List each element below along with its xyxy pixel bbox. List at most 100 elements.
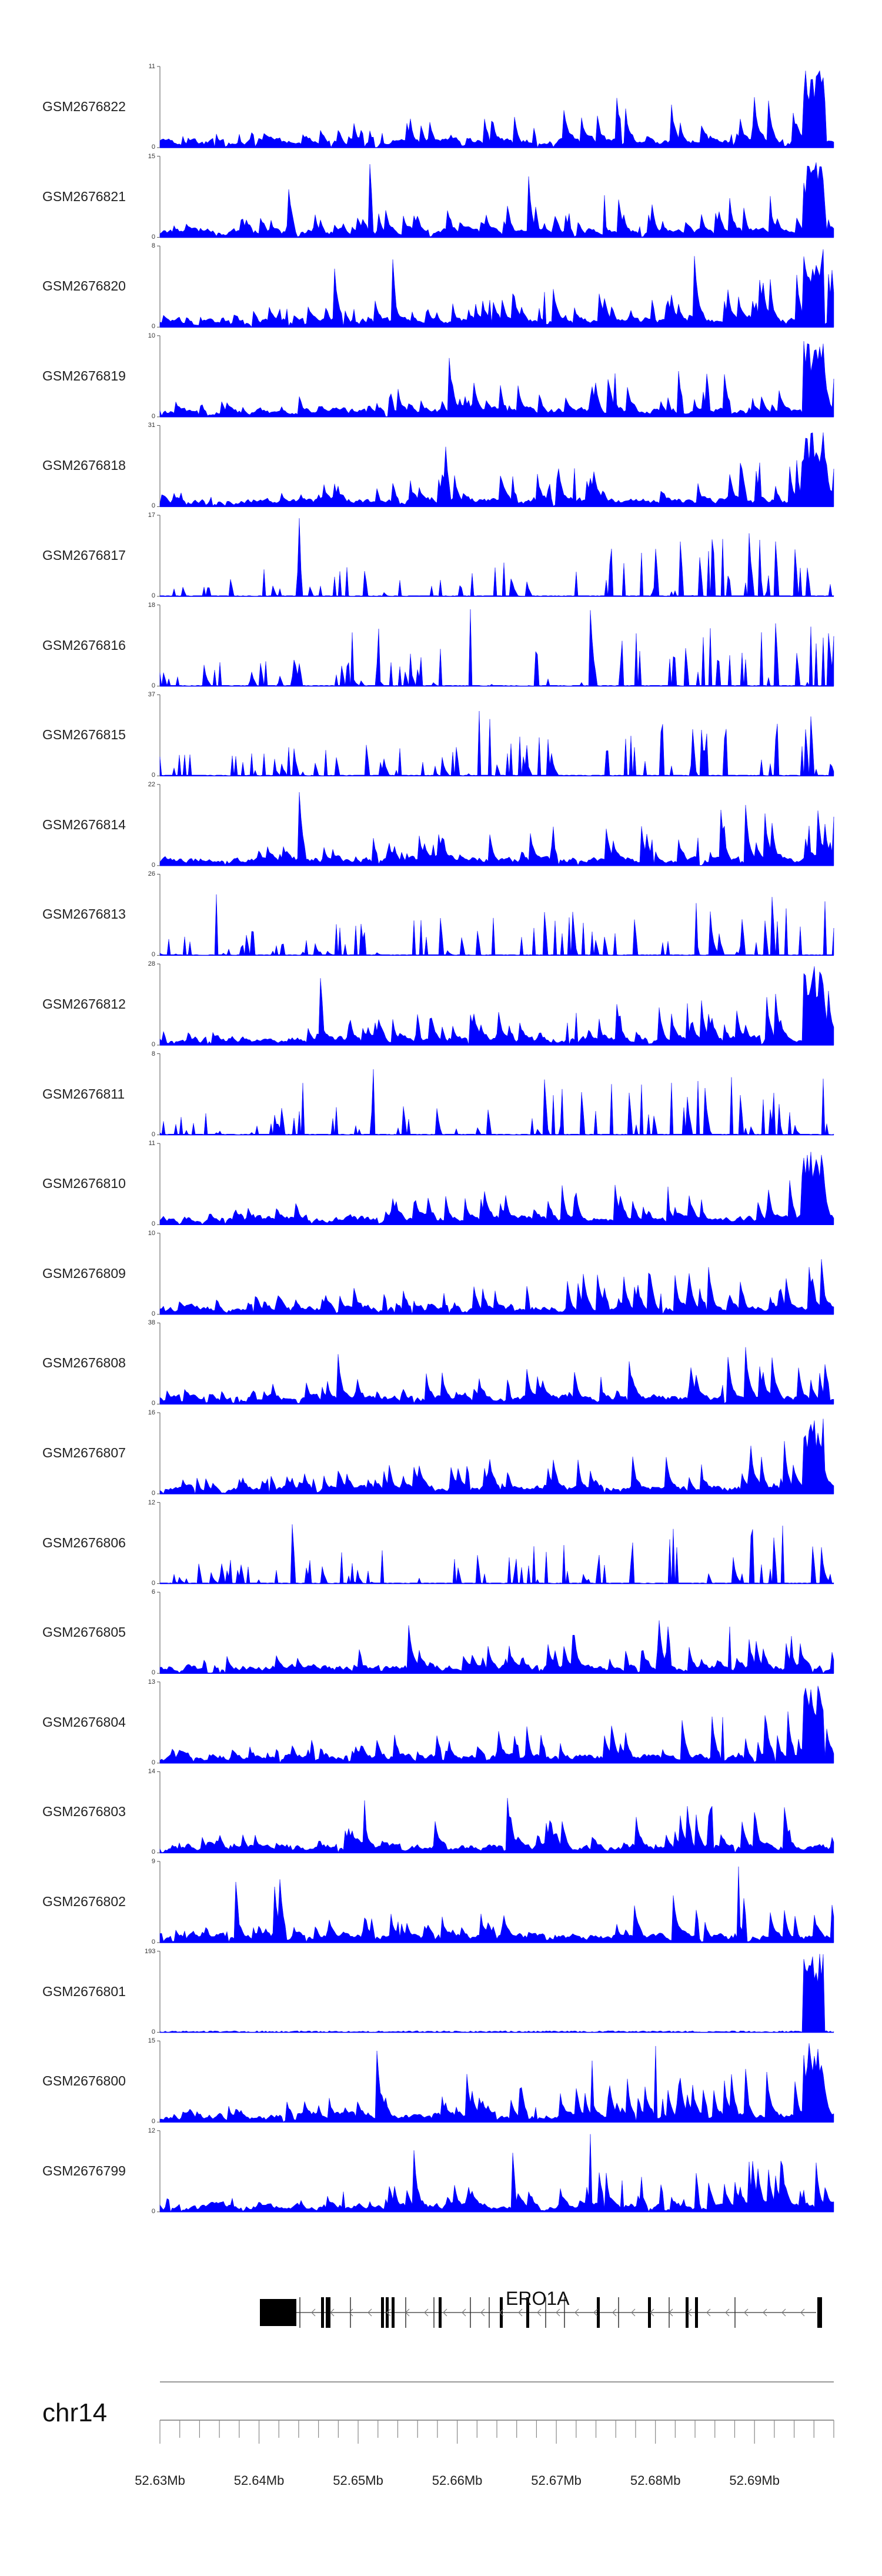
track-label: GSM2676799 xyxy=(42,2163,126,2178)
strand-arrow xyxy=(330,2308,335,2317)
coverage-area xyxy=(159,432,834,507)
genome-axis-tick-label: 52.67Mb xyxy=(531,2473,582,2488)
track-label: GSM2676815 xyxy=(42,727,126,743)
coverage-area xyxy=(159,1069,834,1135)
coverage-area xyxy=(159,249,834,328)
strand-arrow xyxy=(480,2308,485,2317)
track-label: GSM2676822 xyxy=(42,99,126,114)
track-ymax-label: 10 xyxy=(148,332,155,339)
track-ymin-label: 0 xyxy=(151,2028,155,2036)
gene-name-label: ERO1A xyxy=(506,2288,570,2309)
genome-axis-tick-label: 52.65Mb xyxy=(333,2473,383,2488)
coverage-area xyxy=(159,162,834,238)
track-ymin-label: 0 xyxy=(151,1220,155,1228)
strand-arrow xyxy=(725,2308,730,2317)
strand-arrow xyxy=(518,2308,523,2317)
track-ymin-label: 0 xyxy=(151,233,155,241)
track-ymax-label: 13 xyxy=(148,1678,155,1686)
track-ymax-label: 11 xyxy=(148,1140,155,1147)
track-ymax-label: 37 xyxy=(148,691,155,699)
strand-arrow xyxy=(574,2308,579,2317)
track-ymax-label: 11 xyxy=(148,63,155,70)
strand-arrow xyxy=(405,2308,410,2317)
track-label: GSM2676809 xyxy=(42,1265,126,1281)
strand-arrow xyxy=(800,2308,805,2317)
track-ymin-label: 0 xyxy=(151,592,155,599)
track-label: GSM2676801 xyxy=(42,1983,126,1999)
track-label: GSM2676817 xyxy=(42,548,126,563)
gene-exon-utr xyxy=(260,2299,296,2326)
track-ymin-label: 0 xyxy=(151,1490,155,1497)
track-label: GSM2676818 xyxy=(42,458,126,473)
track-ymin-label: 0 xyxy=(151,2118,155,2125)
coverage-area xyxy=(159,1152,834,1225)
coverage-area xyxy=(159,894,834,956)
track-label: GSM2676816 xyxy=(42,637,126,653)
coverage-area xyxy=(159,609,834,686)
gene-exon xyxy=(648,2297,651,2328)
track-ymax-label: 15 xyxy=(148,152,155,160)
coverage-area xyxy=(159,1798,834,1853)
coverage-area xyxy=(159,792,834,866)
coverage-area xyxy=(159,1866,834,1943)
track-ymin-label: 0 xyxy=(151,1759,155,1766)
track-ymax-label: 6 xyxy=(151,1589,155,1596)
track-ymin-label: 0 xyxy=(151,1310,155,1317)
track-label: GSM2676810 xyxy=(42,1176,126,1192)
track-ymin-label: 0 xyxy=(151,1669,155,1677)
coverage-area xyxy=(159,966,834,1046)
track-label: GSM2676819 xyxy=(42,368,126,383)
strand-arrow xyxy=(763,2308,767,2317)
track-ymax-label: 10 xyxy=(148,1229,155,1237)
gene-exon xyxy=(500,2297,503,2328)
track-ymin-label: 0 xyxy=(151,1938,155,1946)
track-ymin-label: 0 xyxy=(151,1041,155,1048)
genome-axis-tick-label: 52.64Mb xyxy=(233,2473,285,2488)
genome-axis-tick-label: 52.63Mb xyxy=(135,2473,185,2488)
chromosome-label: chr14 xyxy=(42,2398,108,2427)
track-ymin-label: 0 xyxy=(151,2207,155,2215)
track-ymax-label: 12 xyxy=(148,1499,155,1506)
track-ymin-label: 0 xyxy=(151,861,155,869)
track-ymax-label: 193 xyxy=(145,1947,156,1955)
coverage-area xyxy=(159,1524,834,1584)
track-label: GSM2676811 xyxy=(42,1086,125,1102)
genome-axis-tick-label: 52.66Mb xyxy=(432,2473,483,2488)
gene-exon xyxy=(321,2297,324,2328)
strand-arrow xyxy=(499,2308,504,2317)
track-ymin-label: 0 xyxy=(151,682,155,689)
gene-exon xyxy=(439,2297,442,2328)
coverage-area xyxy=(159,1259,834,1315)
track-label: GSM2676806 xyxy=(42,1534,126,1550)
coverage-area xyxy=(159,518,834,597)
track-ymax-label: 18 xyxy=(148,601,155,609)
gene-exon xyxy=(326,2297,330,2328)
genome-axis-tick-label: 52.68Mb xyxy=(630,2473,681,2488)
track-label: GSM2676802 xyxy=(42,1894,126,1909)
genome-axis-tick-label: 52.69Mb xyxy=(729,2473,780,2488)
track-ymin-label: 0 xyxy=(151,1848,155,1856)
track-ymin-label: 0 xyxy=(151,1400,155,1407)
track-ymax-label: 9 xyxy=(151,1858,155,1865)
track-ymax-label: 8 xyxy=(151,242,155,250)
track-label: GSM2676820 xyxy=(42,278,126,294)
coverage-area xyxy=(159,2134,834,2213)
strand-arrow xyxy=(443,2308,447,2317)
track-label: GSM2676808 xyxy=(42,1355,126,1371)
strand-arrow xyxy=(349,2308,353,2317)
strand-arrow xyxy=(556,2308,560,2317)
strand-arrow xyxy=(650,2308,654,2317)
coverage-area xyxy=(159,1347,834,1404)
gene-exon xyxy=(392,2297,395,2328)
gene-exon xyxy=(817,2297,822,2328)
track-label: GSM2676804 xyxy=(42,1714,126,1730)
coverage-area xyxy=(159,2043,834,2123)
strand-arrow xyxy=(386,2308,391,2317)
track-label: GSM2676803 xyxy=(42,1804,126,1820)
track-ymin-label: 0 xyxy=(151,412,155,420)
track-ymin-label: 0 xyxy=(151,323,155,331)
gene-exon xyxy=(597,2297,600,2328)
coverage-area xyxy=(159,70,834,148)
strand-arrow xyxy=(311,2308,316,2317)
